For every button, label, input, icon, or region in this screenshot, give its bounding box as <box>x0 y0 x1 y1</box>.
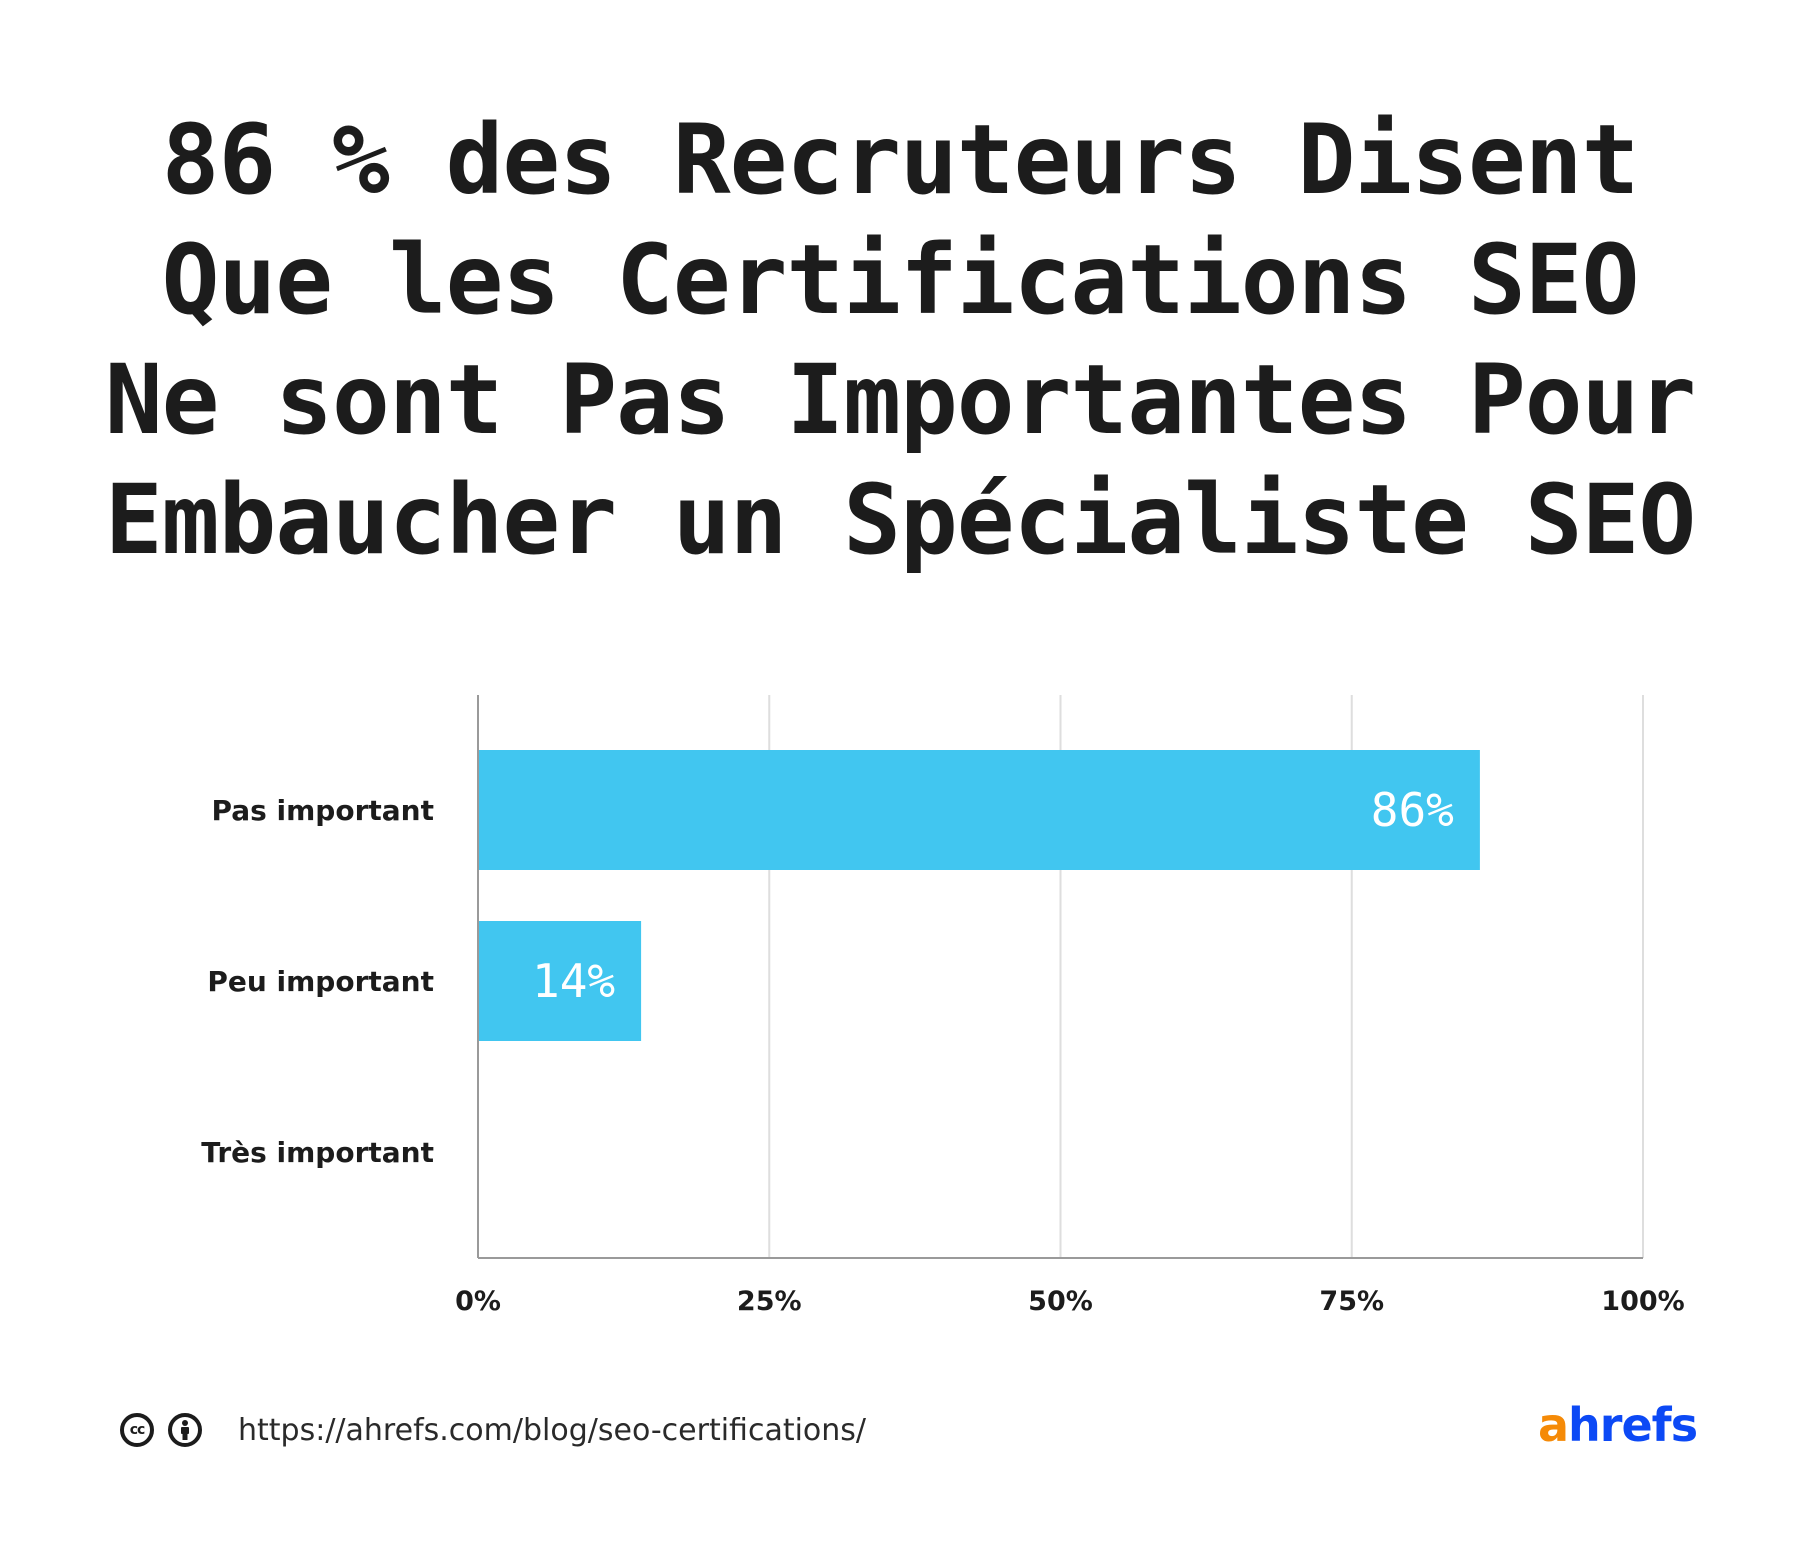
person-icon <box>181 1420 189 1440</box>
category-label-1: Peu important <box>207 965 434 998</box>
logo-letters-hrefs: hrefs <box>1568 1398 1698 1452</box>
title-line-3: Ne sont Pas Importantes Pour <box>104 344 1696 456</box>
bars <box>478 750 1480 1041</box>
x-tick-label-0: 0% <box>455 1286 501 1317</box>
ahrefs-logo: ahrefs <box>1538 1398 1698 1452</box>
x-tick-label-25: 25% <box>737 1286 802 1317</box>
title-line-4: Embaucher un Spécialiste SEO <box>104 464 1696 576</box>
title-line-2: Que les Certifications SEO <box>161 224 1640 336</box>
cc-icon-text: cc <box>129 1422 146 1438</box>
footer: cc https://ahrefs.com/blog/seo-certifica… <box>120 1405 866 1455</box>
bar-1 <box>478 921 642 1041</box>
bar-0 <box>478 750 1480 870</box>
category-label-0: Pas important <box>211 794 434 827</box>
logo-letter-a: a <box>1538 1398 1569 1452</box>
data-label-0: 86% <box>1371 783 1454 837</box>
category-label-2: Très important <box>201 1136 434 1169</box>
bar-chart: 0% 25% 50% 75% 100% Pas important 86% Peu impor… <box>201 695 1685 1317</box>
chart-title: 86 % des Recruteurs Disent Que les Certi… <box>40 100 1760 580</box>
x-tick-label-100: 100% <box>1601 1286 1684 1317</box>
axes <box>477 695 1643 1259</box>
labels: 0% 25% 50% 75% 100% Pas important 86% Peu impor… <box>201 783 1684 1317</box>
source-url[interactable]: https://ahrefs.com/blog/seo-certificatio… <box>238 1412 867 1448</box>
attribution-icon <box>168 1413 202 1447</box>
title-line-1: 86 % des Recruteurs Disent <box>161 104 1640 216</box>
x-tick-label-75: 75% <box>1319 1286 1384 1317</box>
cc-icon: cc <box>120 1413 154 1447</box>
data-label-1: 14% <box>532 954 615 1008</box>
x-tick-label-50: 50% <box>1028 1286 1093 1317</box>
